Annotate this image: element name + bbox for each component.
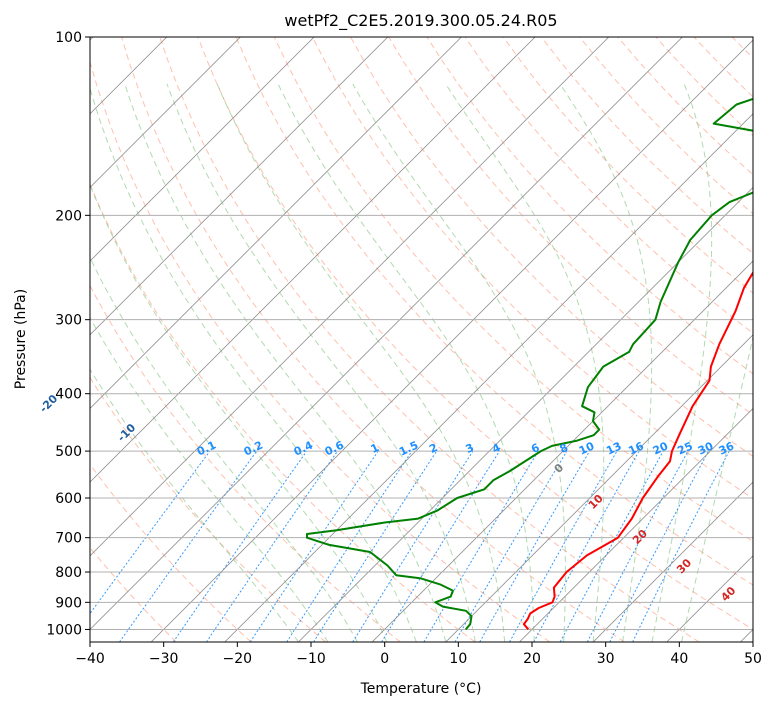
mixing-ratio-label: 2 — [427, 441, 439, 456]
x-tick-label: 10 — [449, 651, 467, 667]
dry-adiabat — [0, 37, 326, 642]
x-tick-label: 20 — [523, 651, 541, 667]
isotherm — [0, 37, 461, 642]
mixing-ratio-label: 1 — [369, 441, 381, 456]
mixing-ratio-label: 6 — [529, 441, 542, 456]
mixing-ratio-label: 25 — [675, 439, 694, 457]
mixing-ratio-line — [560, 451, 663, 642]
mixing-ratio-label: 1.5 — [397, 439, 420, 459]
mixing-ratio-line — [314, 451, 437, 642]
dry-adiabat — [7, 37, 400, 642]
moist-adiabat — [125, 84, 446, 642]
x-tick-label: −10 — [296, 651, 326, 667]
isotherm — [0, 37, 314, 642]
dry-adiabat — [618, 37, 775, 642]
x-tick-label: −40 — [75, 651, 105, 667]
y-tick-label: 700 — [55, 531, 82, 547]
mixing-ratio-line — [455, 451, 567, 642]
moist-adiabat — [0, 84, 298, 642]
isotherm — [0, 37, 388, 642]
moist-adiabat — [682, 84, 775, 642]
dry-adiabat — [198, 37, 774, 642]
y-tick-label: 600 — [55, 491, 82, 507]
moist-adiabat — [353, 84, 566, 642]
mixing-ratio-line — [287, 451, 412, 642]
mixing-ratio-line — [424, 451, 538, 642]
y-tick-label: 100 — [55, 30, 82, 46]
isotherm — [4, 37, 609, 642]
y-axis: 100 200 300 400 500 600 700 800 900 1000 — [46, 30, 90, 638]
background-lines — [0, 37, 775, 642]
dry-adiabat — [312, 37, 775, 642]
dry-adiabat — [770, 37, 775, 642]
moist-adiabat-label: 0 — [552, 461, 567, 476]
y-tick-label: 300 — [55, 313, 82, 329]
line-labels: 0.10.20.40.611.52346810131620253036-100-… — [0, 44, 739, 604]
mixing-ratio-label: 0.2 — [242, 439, 265, 459]
isotherm — [151, 37, 756, 642]
mixing-ratio-line — [534, 451, 639, 642]
mixing-ratio-label: 0.4 — [292, 438, 315, 458]
mixing-ratio-line — [353, 451, 473, 642]
dry-adiabat — [351, 37, 775, 642]
mixing-ratio-line — [250, 451, 378, 642]
x-tick-label: −30 — [149, 651, 179, 667]
y-tick-label: 200 — [55, 208, 82, 224]
moist-adiabat — [167, 84, 475, 642]
x-axis-label: Temperature (°C) — [360, 681, 482, 697]
mixing-ratio-label: 0.6 — [323, 438, 346, 458]
y-tick-label: 400 — [55, 387, 82, 403]
dry-adiabat — [656, 37, 775, 642]
temperature-line — [524, 37, 775, 629]
mixing-ratio-label: 13 — [604, 439, 623, 457]
moist-adiabat — [5, 84, 328, 642]
moist-adiabat-label: 20 — [630, 527, 650, 547]
x-tick-label: 40 — [670, 651, 688, 667]
isotherm — [740, 37, 775, 642]
dry-adiabat — [465, 37, 775, 642]
moist-adiabat-label: 30 — [674, 556, 694, 576]
x-tick-label: 0 — [380, 651, 389, 667]
dry-adiabat — [236, 37, 775, 642]
y-tick-label: 900 — [55, 595, 82, 611]
mixing-ratio-line — [206, 451, 337, 642]
isotherm — [225, 37, 775, 642]
chart-title: wetPf2_C2E5.2019.300.05.24.R05 — [284, 11, 557, 31]
y-tick-label: 500 — [55, 444, 82, 460]
isotherm — [372, 37, 775, 642]
mixing-ratio-label: 20 — [651, 439, 671, 457]
x-tick-label: 50 — [744, 651, 762, 667]
moist-adiabat — [560, 84, 652, 642]
mixing-ratio-label: 16 — [626, 439, 646, 457]
dry-adiabat — [122, 37, 625, 642]
mixing-ratio-label: 3 — [464, 441, 476, 456]
isotherm — [77, 37, 682, 642]
y-tick-label: 800 — [55, 565, 82, 581]
dry-adiabat-label: -10 — [115, 421, 138, 444]
x-tick-label: −20 — [223, 651, 253, 667]
plot-frame — [90, 37, 753, 642]
dry-adiabat — [84, 37, 550, 642]
mixing-ratio-label: 0.1 — [195, 439, 218, 459]
y-tick-label: 1000 — [46, 622, 82, 638]
x-axis: −40 −30 −20 −10 0 10 20 30 40 50 — [75, 642, 762, 667]
moist-adiabat — [89, 84, 417, 642]
mixing-ratio-label: 10 — [577, 439, 597, 457]
x-tick-label: 30 — [597, 651, 615, 667]
y-axis-label: Pressure (hPa) — [13, 289, 29, 389]
moist-adiabat — [446, 84, 604, 642]
moist-adiabat — [57, 84, 386, 642]
mixing-ratio-label: 30 — [696, 439, 716, 457]
isotherm — [0, 37, 535, 642]
